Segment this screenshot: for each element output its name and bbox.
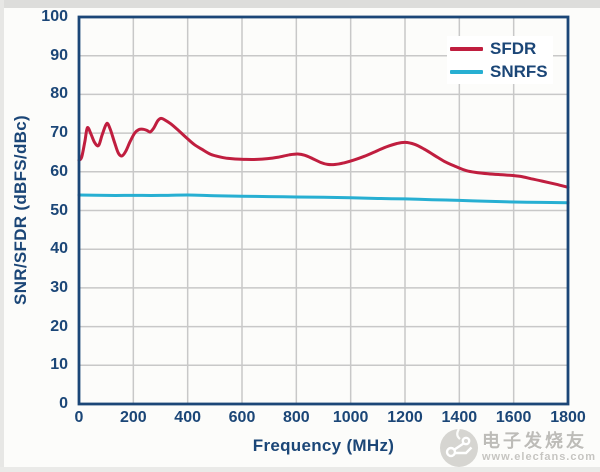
x-tick-label: 1800 [550,409,586,426]
top-edge-strip [0,0,600,8]
y-tick-label: 40 [50,240,68,258]
y-tick-label: 30 [50,278,68,296]
x-tick-label: 200 [119,409,147,426]
y-tick-label: 50 [50,201,68,219]
legend-item-sfdr: SFDR [450,39,553,58]
x-axis-title: Frequency (MHz) [252,436,395,455]
x-tick-label: 800 [282,409,310,426]
legend-label-snrfs: SNRFS [490,62,548,81]
x-tick-label: 1000 [332,409,369,426]
y-tick-label: 90 [50,46,68,64]
x-tick-label: 1400 [441,409,478,426]
plot-frame [77,15,570,406]
x-tick-label: 1600 [495,409,532,426]
legend-label-sfdr: SFDR [490,39,537,58]
y-tick-label: 20 [50,317,68,335]
y-tick-label: 80 [50,85,68,103]
series-line-sfdr [77,116,570,189]
y-tick-label: 10 [50,356,68,374]
y-tick-label: 0 [59,395,68,412]
legend: SFDR SNRFS [447,36,553,84]
y-tick-label: 60 [50,162,68,180]
x-tick-label: 600 [228,409,256,426]
legend-item-snrfs: SNRFS [450,62,553,81]
x-tick-label: 1200 [387,409,423,426]
series-line-snrfs [77,193,570,205]
y-tick-label: 70 [50,124,68,142]
left-edge-strip [0,0,4,472]
bottom-edge-strip [0,467,600,472]
x-tick-label: 400 [174,409,201,426]
y-tick-label: 100 [41,8,68,25]
sfdr-line-swatch [450,46,483,51]
x-tick-label: 0 [74,409,84,426]
snrfs-line-swatch [450,69,483,74]
